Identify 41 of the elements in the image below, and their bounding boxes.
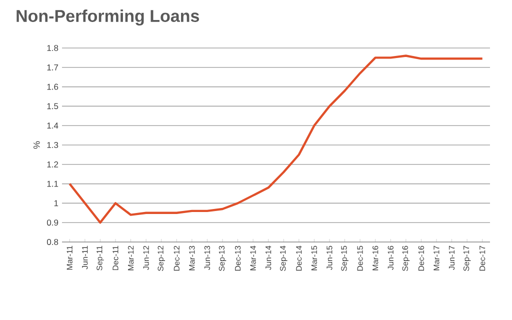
x-tick-label: Dec-14: [296, 246, 302, 271]
x-tick-label: Jun-14: [266, 246, 272, 270]
x-tick-label: Mar-11: [66, 246, 72, 270]
x-tick-label: Jun-17: [448, 246, 455, 270]
x-tick-label: Sep-14: [280, 246, 288, 271]
y-tick-label: 0.8: [46, 238, 58, 245]
x-tick-label: Dec-15: [357, 246, 363, 271]
x-tick-label: Mar-14: [250, 246, 256, 270]
x-tick-label: Sep-12: [158, 246, 165, 271]
x-tick-label: Sep-16: [402, 246, 410, 271]
x-tick-label: Mar-12: [128, 246, 134, 270]
y-axis-title: %: [33, 141, 40, 149]
x-tick-label: Jun-16: [388, 246, 394, 270]
x-tick-label: Mar-15: [311, 246, 318, 270]
y-tick-label: 1.2: [47, 161, 58, 168]
x-tick-label: Dec-13: [234, 246, 241, 271]
y-tick-label: 1.5: [47, 103, 58, 110]
x-tick-label: Sep-17: [463, 246, 471, 271]
y-tick-label: 1.3: [47, 142, 58, 148]
x-tick-label: Sep-15: [341, 246, 348, 271]
x-tick-label: Sep-11: [96, 246, 104, 270]
x-tick-label: Dec-12: [174, 246, 180, 271]
chart-title: Non-Performing Loans: [16, 10, 199, 26]
x-tick-label: Jun-13: [204, 246, 210, 270]
x-tick-label: Mar-17: [434, 246, 440, 270]
x-tick-label: Sep-13: [218, 246, 226, 271]
y-tick-label: 1: [54, 200, 58, 206]
y-tick-label: 0.9: [46, 220, 58, 226]
x-tick-label: Dec-17: [480, 246, 486, 271]
y-tick-label: 1.8: [47, 44, 58, 51]
y-tick-label: 1.1: [47, 180, 58, 187]
x-tick-label: Mar-16: [372, 246, 378, 270]
x-tick-label: Dec-16: [418, 246, 424, 271]
y-tick-label: 1.7: [47, 64, 58, 70]
x-tick-label: Jun-15: [326, 246, 332, 270]
y-tick-label: 1.4: [47, 122, 58, 129]
x-tick-label: Dec-11: [112, 246, 118, 270]
x-tick-label: Jun-12: [143, 246, 149, 270]
x-tick-label: Mar-13: [189, 246, 195, 270]
y-tick-label: 1.6: [47, 84, 58, 90]
x-tick-label: Jun-11: [82, 246, 88, 270]
